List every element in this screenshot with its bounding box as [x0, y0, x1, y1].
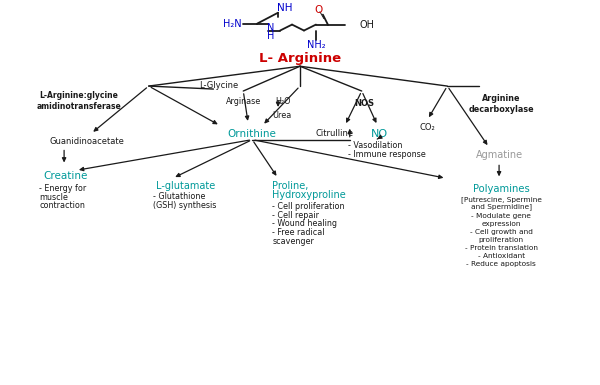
Text: (GSH) synthesis: (GSH) synthesis: [152, 201, 216, 209]
Text: proliferation: proliferation: [479, 237, 524, 243]
Text: - Energy for: - Energy for: [39, 184, 86, 193]
Text: contraction: contraction: [39, 201, 85, 209]
Text: - Cell growth and: - Cell growth and: [470, 229, 533, 235]
Text: H: H: [268, 32, 275, 42]
Text: L-Arginine:glycine
amidinotransferase: L-Arginine:glycine amidinotransferase: [37, 91, 121, 110]
Text: - Modulate gene: - Modulate gene: [471, 213, 531, 219]
Text: OH: OH: [360, 20, 375, 30]
Text: - Cell repair: - Cell repair: [272, 211, 319, 219]
Text: L- Arginine: L- Arginine: [259, 52, 341, 65]
Text: [Putrescine, Spermine: [Putrescine, Spermine: [461, 196, 542, 203]
Text: - Free radical: - Free radical: [272, 228, 325, 238]
Text: L-glutamate: L-glutamate: [155, 181, 215, 191]
Text: - Glutathione: - Glutathione: [152, 192, 205, 201]
Text: Arginase: Arginase: [226, 97, 261, 106]
Text: muscle: muscle: [39, 192, 68, 202]
Text: Urea: Urea: [272, 111, 292, 121]
Text: - Wound healing: - Wound healing: [272, 219, 337, 228]
Text: Creatine: Creatine: [43, 171, 88, 181]
Text: Polyamines: Polyamines: [473, 184, 529, 194]
Text: NH: NH: [277, 3, 293, 13]
Text: - Protein translation: - Protein translation: [464, 245, 538, 251]
Text: - Cell proliferation: - Cell proliferation: [272, 202, 344, 211]
Text: - Reduce apoptosis: - Reduce apoptosis: [466, 261, 536, 266]
Text: NH₂: NH₂: [307, 40, 325, 50]
Text: Agmatine: Agmatine: [476, 151, 523, 161]
Text: - Antioxidant: - Antioxidant: [478, 253, 524, 259]
Text: Ornithine: Ornithine: [228, 129, 277, 139]
Text: O: O: [315, 5, 323, 15]
Text: L-Glycine: L-Glycine: [199, 80, 238, 90]
Text: scavenger: scavenger: [272, 237, 314, 246]
Text: Proline,: Proline,: [272, 181, 308, 191]
Text: NOS: NOS: [355, 99, 374, 109]
Text: expression: expression: [481, 221, 521, 227]
Text: - Vasodilation: - Vasodilation: [348, 141, 402, 150]
Text: Hydroxyproline: Hydroxyproline: [272, 190, 346, 200]
Text: Citrulline: Citrulline: [316, 129, 354, 138]
Text: N: N: [268, 23, 275, 33]
Text: and Spermidine]: and Spermidine]: [470, 204, 532, 211]
Text: NO: NO: [371, 129, 388, 139]
Text: - Immune response: - Immune response: [348, 150, 425, 159]
Text: Guanidinoacetate: Guanidinoacetate: [49, 137, 124, 146]
Text: Arginine
decarboxylase: Arginine decarboxylase: [468, 94, 534, 114]
Text: CO₂: CO₂: [419, 123, 435, 132]
Text: H₂O: H₂O: [275, 97, 290, 106]
Text: H₂N: H₂N: [223, 18, 242, 28]
